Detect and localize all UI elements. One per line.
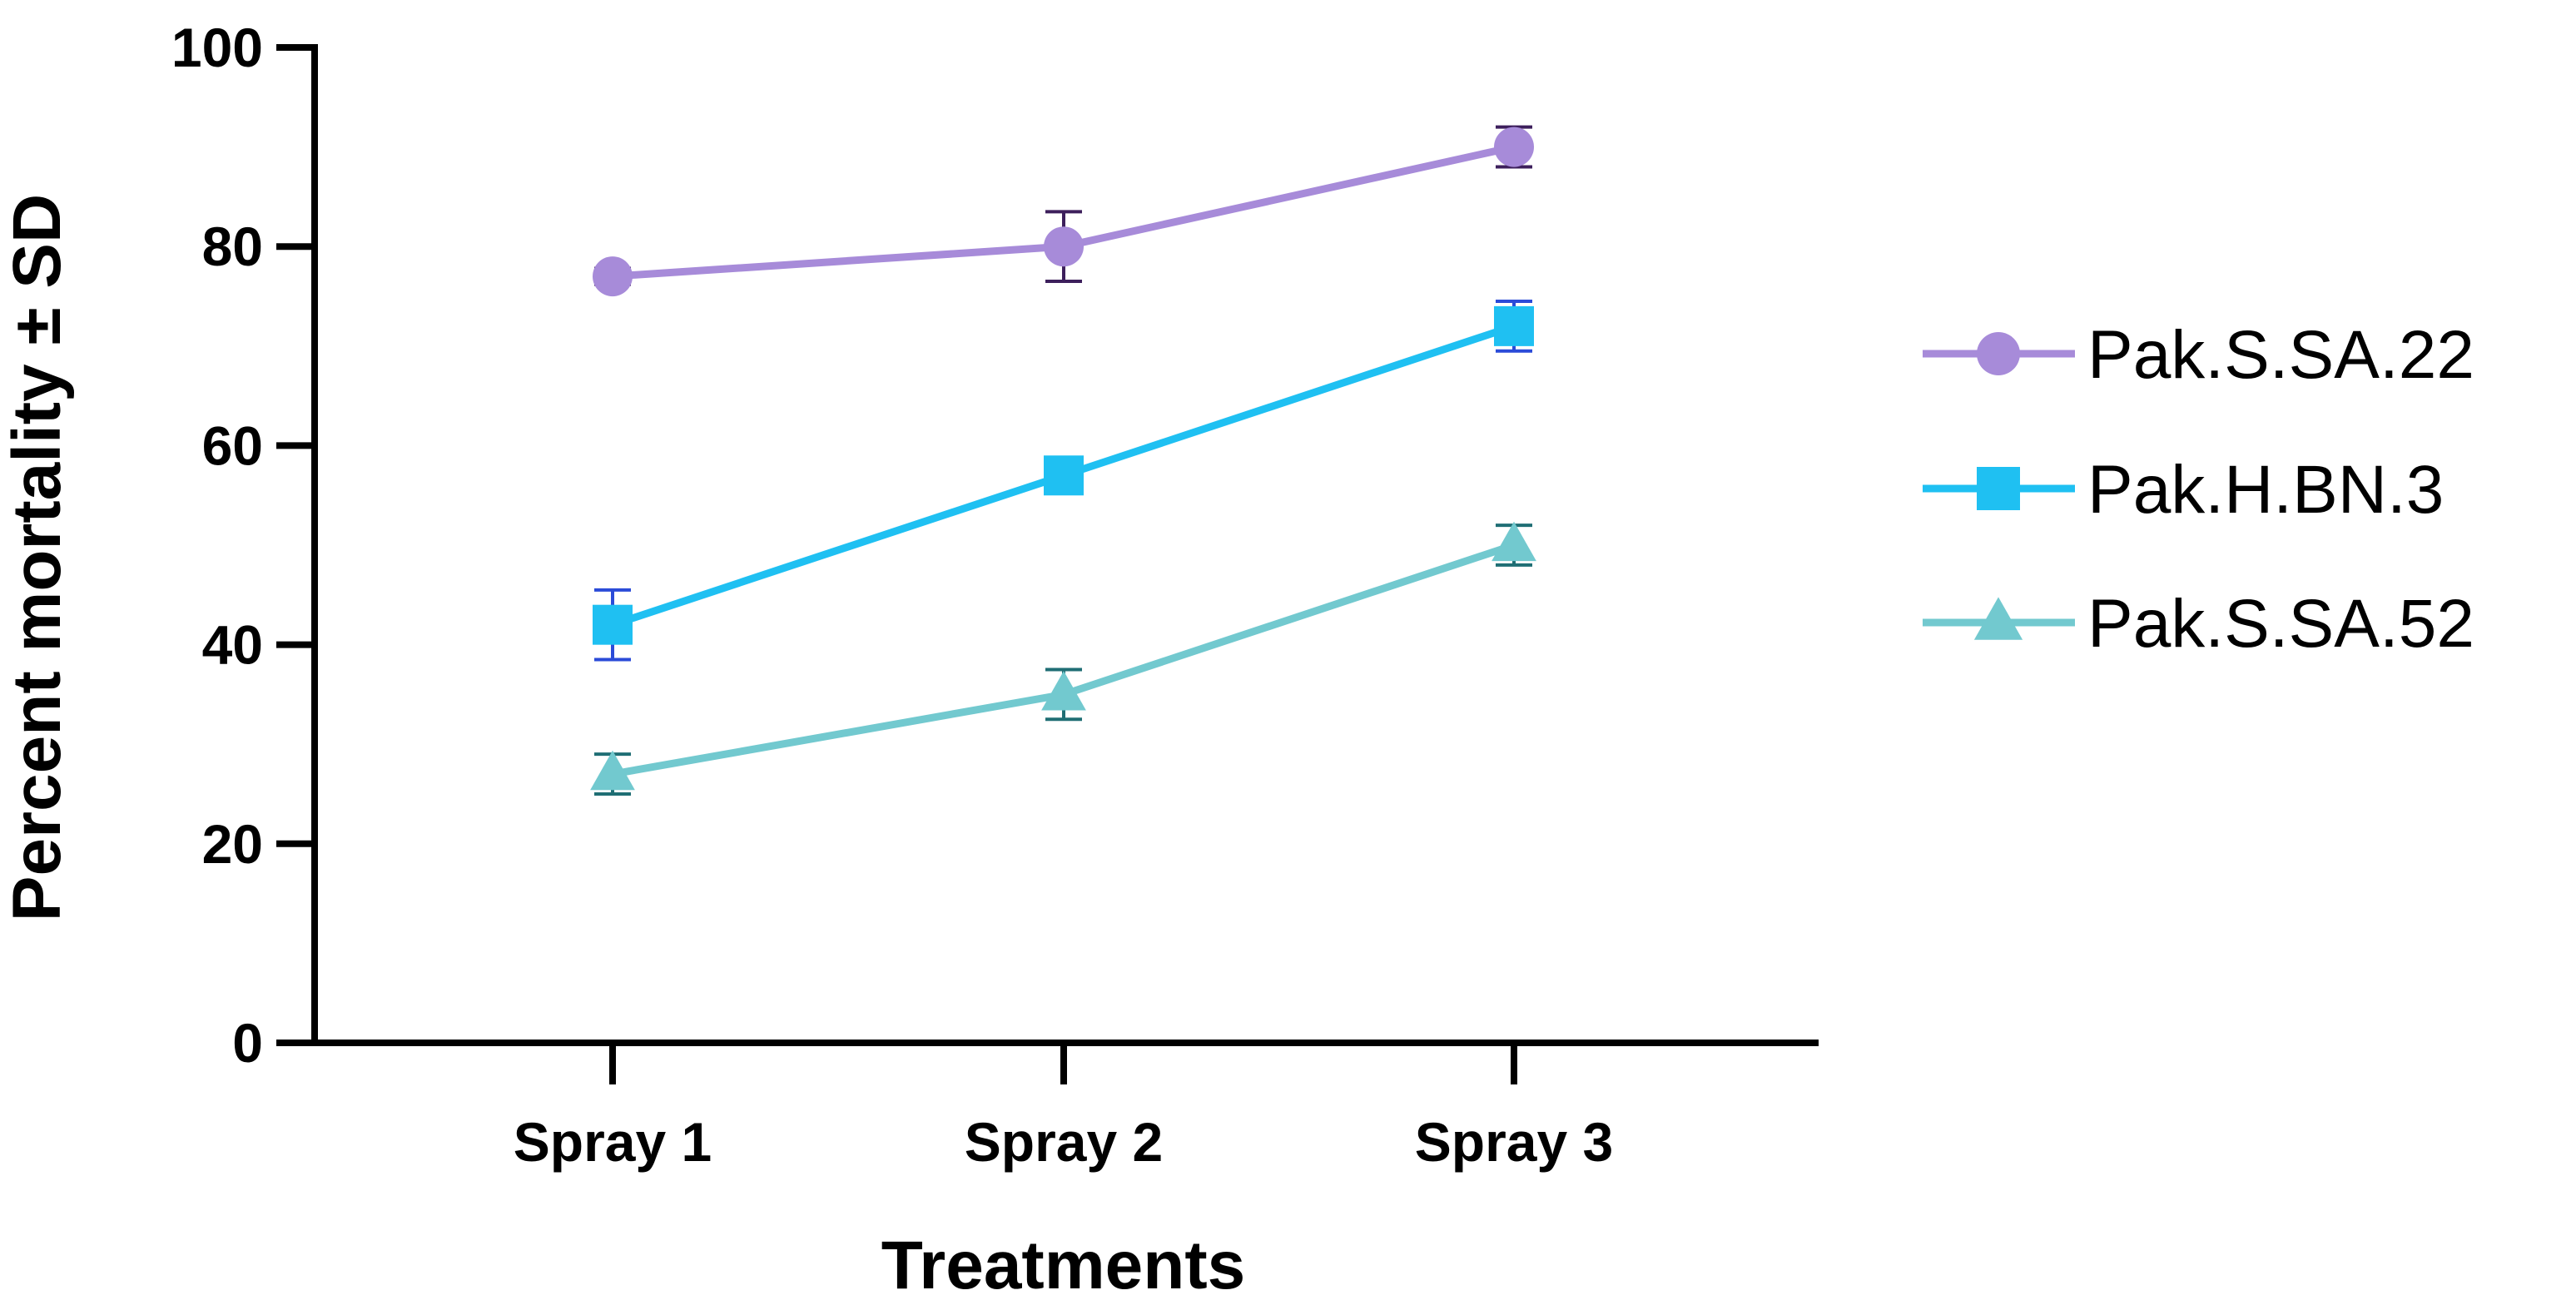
data-point xyxy=(1494,305,1534,346)
legend-item: Pak.S.SA.22 xyxy=(1923,317,2474,393)
y-tick-label: 60 xyxy=(202,414,263,476)
y-tick-label: 40 xyxy=(202,614,263,676)
y-axis-title: Percent mortality ± SD xyxy=(0,194,75,921)
series-Pak.H.BN.3 xyxy=(593,299,1534,662)
series-Pak.S.SA.52 xyxy=(590,521,1536,796)
x-tick-label: Spray 2 xyxy=(965,1111,1163,1173)
y-tick-label: 20 xyxy=(202,813,263,875)
data-point xyxy=(1491,521,1536,562)
legend-label: Pak.S.SA.52 xyxy=(2087,586,2474,662)
data-point xyxy=(1494,127,1534,167)
y-tick-label: 80 xyxy=(202,216,263,277)
legend-marker xyxy=(1977,332,2020,375)
legend-item: Pak.S.SA.52 xyxy=(1923,586,2474,662)
series-Pak.S.SA.22 xyxy=(593,125,1534,297)
legend-label: Pak.S.SA.22 xyxy=(2087,317,2474,393)
legend-label: Pak.H.BN.3 xyxy=(2087,452,2444,528)
y-tick-label: 0 xyxy=(232,1012,263,1074)
data-point xyxy=(593,604,633,645)
x-axis-title: Treatments xyxy=(881,1228,1246,1303)
plot-area xyxy=(590,125,1536,796)
x-axis-ticks: Spray 1 Spray 2 Spray 3 xyxy=(514,1043,1613,1173)
data-point xyxy=(1044,455,1084,496)
legend: Pak.S.SA.22 Pak.H.BN.3 Pak.S.SA.52 xyxy=(1923,317,2474,662)
legend-marker xyxy=(1977,467,2020,510)
data-point xyxy=(1041,671,1086,711)
data-point xyxy=(590,750,635,791)
x-tick-label: Spray 1 xyxy=(514,1111,712,1173)
x-tick-label: Spray 3 xyxy=(1415,1111,1613,1173)
y-tick-label: 100 xyxy=(171,17,263,78)
y-axis-ticks: 0 20 40 60 80 100 xyxy=(171,17,315,1074)
data-point xyxy=(593,256,633,297)
legend-marker xyxy=(1973,597,2023,640)
data-point xyxy=(1044,226,1084,267)
legend-item: Pak.H.BN.3 xyxy=(1923,452,2444,528)
